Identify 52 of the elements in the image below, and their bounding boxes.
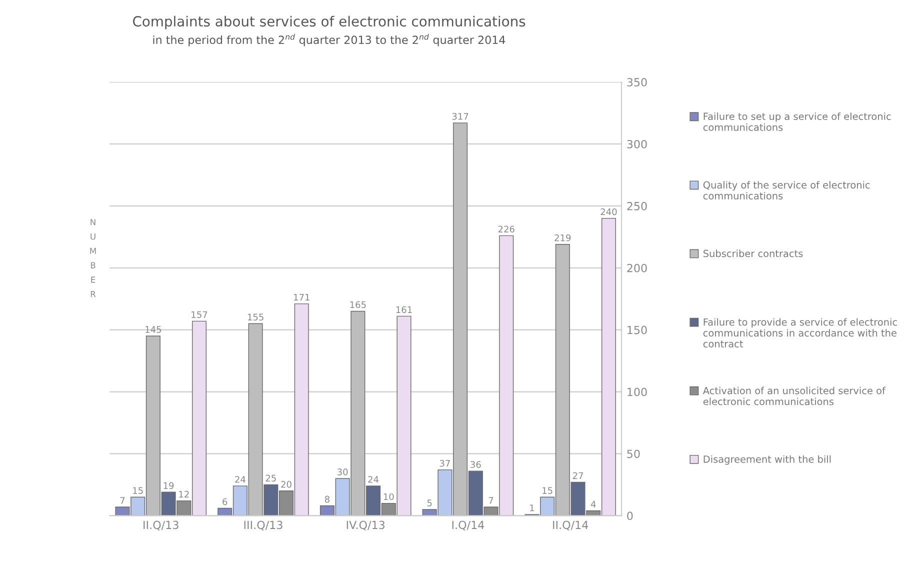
data-label: 161 (396, 306, 412, 314)
data-label: 10 (384, 493, 394, 500)
chart-subtitle: in the period from the 2$^{nd}$ quarter 2013 to the 2$^{nd}$ quarter 2014 (153, 34, 506, 46)
data-label: 219 (554, 234, 571, 242)
x-tick-label: III.Q/13 (244, 520, 282, 530)
data-label: 37 (440, 460, 450, 467)
x-tick-label: IV.Q/13 (346, 520, 385, 530)
data-label: 20 (281, 480, 292, 488)
data-label: 8 (324, 496, 330, 503)
data-label: 5 (427, 500, 432, 506)
data-label: 145 (146, 326, 162, 333)
data-label: 1 (530, 504, 534, 512)
data-label: 4 (590, 500, 596, 508)
y-tick-label: 100 (628, 388, 647, 396)
y-tick-label: 300 (627, 140, 647, 148)
data-label: 27 (572, 472, 583, 479)
x-tick-label: II.Q/14 (553, 520, 588, 530)
data-label: 317 (452, 112, 468, 120)
y-axis-title: NUMBER (90, 219, 96, 298)
y-tick-label: 50 (627, 450, 640, 458)
x-tick-label: I.Q/14 (452, 520, 484, 530)
data-label: 226 (498, 226, 514, 233)
y-tick-label: 350 (627, 78, 647, 86)
legend-label: Failure to provide a service of electronic communications in accordance with the contract (703, 318, 897, 348)
data-label: 165 (350, 301, 366, 308)
data-label: 7 (120, 497, 125, 504)
data-label: 6 (222, 498, 228, 506)
y-tick-label: 250 (627, 202, 647, 210)
data-label: 12 (179, 490, 189, 498)
y-tick-label: 150 (628, 326, 647, 334)
x-tick-label: II.Q/13 (144, 520, 178, 530)
chart-title: Complaints about services of electronic communications (133, 16, 526, 30)
data-label: 24 (235, 476, 246, 483)
legend-label: Quality of the service of electronic communications (703, 181, 870, 200)
data-label: 157 (192, 311, 208, 318)
data-label: 240 (600, 208, 617, 216)
data-label: 15 (133, 487, 143, 494)
data-label: 171 (294, 294, 310, 301)
data-label: 36 (470, 461, 481, 468)
data-label: 155 (248, 314, 264, 320)
data-label: 19 (164, 482, 174, 489)
y-tick-label: 200 (627, 264, 647, 272)
data-label: 30 (338, 468, 348, 476)
legend-label: Activation of an unsolicited service of electronic communications (702, 386, 886, 406)
legend-label: Failure to set up a service of electronic communications (703, 112, 891, 131)
data-label: 24 (368, 476, 379, 483)
legend-label: Subscriber contracts (704, 250, 803, 258)
data-label: 7 (488, 497, 494, 504)
legend-label: Disagreement with the bill (704, 455, 831, 465)
data-label: 15 (542, 487, 552, 494)
y-tick-label: 0 (627, 512, 633, 520)
data-label: 25 (266, 474, 276, 482)
